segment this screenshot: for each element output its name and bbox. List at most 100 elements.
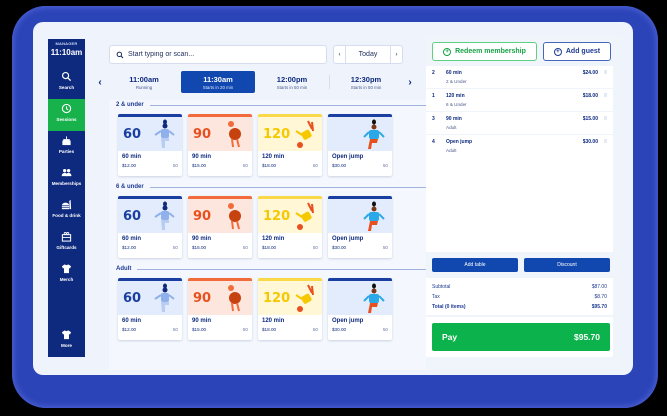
session-list: 2 & under 60 60 min $12.00 50 90 90 min … — [109, 100, 431, 370]
session-card[interactable]: 60 60 min $12.00 50 — [118, 196, 182, 258]
card-banner: 120 — [258, 114, 322, 151]
session-card[interactable]: 90 90 min $15.00 50 — [188, 196, 252, 258]
session-name: Open jump — [332, 318, 364, 324]
duration-badge: 60 — [123, 290, 142, 306]
session-price: $30.00 — [332, 245, 347, 250]
group-title: Adult — [116, 264, 431, 274]
session-capacity: 50 — [382, 327, 388, 332]
shirt-icon — [61, 264, 72, 274]
duration-badge: 120 — [263, 290, 291, 306]
remove-item-icon[interactable] — [604, 70, 607, 74]
session-capacity: 50 — [312, 245, 318, 250]
session-card[interactable]: Open jump $30.00 50 — [328, 114, 392, 176]
item-price: $18.00 — [582, 93, 598, 99]
session-name: Open jump — [332, 236, 364, 242]
time-slot-bar: ‹ 11:00am Running 11:30am Starts in 20 m… — [93, 70, 421, 94]
session-card[interactable]: 90 90 min $15.00 50 — [188, 278, 252, 340]
prev-slots-arrow-icon[interactable]: ‹ — [98, 76, 102, 88]
sidebar-item-memberships[interactable]: Memberships — [48, 163, 85, 195]
item-quantity: 4 — [432, 139, 435, 145]
card-banner: 60 — [118, 114, 182, 151]
session-name: 120 min — [262, 318, 285, 324]
duration-badge: 60 — [123, 208, 142, 224]
session-capacity: 50 — [242, 245, 248, 250]
item-quantity: 3 — [432, 116, 435, 122]
session-card[interactable]: 60 60 min $12.00 50 — [118, 278, 182, 340]
divider — [137, 268, 427, 270]
subtotal-label: Subtotal — [432, 284, 451, 290]
time-slot-1130[interactable]: 11:30am Starts in 20 min — [181, 71, 255, 93]
divider — [149, 186, 427, 188]
session-card[interactable]: 120 120 min $18.00 50 — [258, 196, 322, 258]
search-input[interactable] — [128, 51, 326, 58]
clock-icon — [61, 103, 72, 114]
discount-button[interactable]: Discount — [524, 258, 610, 272]
session-card[interactable]: 120 120 min $18.00 50 — [258, 114, 322, 176]
sidebar-item-merch[interactable]: Merch — [48, 259, 85, 291]
remove-item-icon[interactable] — [604, 139, 607, 143]
time-slot-1230[interactable]: 12:30pm Starts in 50 min — [329, 71, 403, 93]
session-card[interactable]: 90 90 min $15.00 50 — [188, 114, 252, 176]
jumper-illustration-icon — [295, 284, 314, 312]
slot-time: 11:30am — [203, 74, 233, 84]
card-banner: 120 — [258, 196, 322, 233]
session-name: 120 min — [262, 154, 285, 160]
slot-time: 11:00am — [129, 74, 159, 84]
next-day-button[interactable]: › — [395, 51, 398, 58]
sidebar-item-sessions[interactable]: Sessions — [48, 99, 85, 131]
jumper-illustration-icon — [154, 119, 175, 148]
plus-circle-icon: + — [553, 47, 562, 56]
add-guest-button[interactable]: + Add guest — [543, 42, 611, 61]
pay-button[interactable]: Pay $95.70 — [432, 323, 610, 351]
session-card[interactable]: Open jump $30.00 50 — [328, 196, 392, 258]
session-capacity: 50 — [382, 245, 388, 250]
session-name: 90 min — [192, 154, 212, 160]
sidebar-item-giftcards[interactable]: Giftcards — [48, 227, 85, 259]
card-banner — [328, 196, 392, 233]
time-slot-1200[interactable]: 12:00pm Starts in 50 min — [255, 71, 329, 93]
cart-item[interactable]: 1 120 min 6 & Under $18.00 — [426, 89, 613, 111]
today-button[interactable]: Today — [345, 46, 391, 63]
item-name: Open jump — [446, 139, 473, 145]
redeem-membership-button[interactable]: + Redeem membership — [432, 42, 537, 61]
cart-item[interactable]: 2 60 min 2 & Under $24.00 — [426, 66, 613, 88]
session-card-row: 60 60 min $12.00 50 90 90 min $15.00 50 — [118, 278, 431, 340]
card-banner: 60 — [118, 278, 182, 315]
next-slots-arrow-icon[interactable]: › — [408, 76, 412, 88]
slot-status: Starts in 50 min — [276, 84, 308, 90]
sidebar-item-parties[interactable]: Parties — [48, 131, 85, 163]
item-group: 6 & Under — [446, 102, 467, 107]
sidebar-item-label: Food & drink — [52, 213, 81, 218]
session-card[interactable]: 60 60 min $12.00 50 — [118, 114, 182, 176]
remove-item-icon[interactable] — [604, 93, 607, 97]
card-banner: 90 — [188, 278, 252, 315]
session-name: 60 min — [122, 318, 142, 324]
food-icon — [61, 199, 72, 210]
session-price: $15.00 — [192, 245, 207, 250]
pos-screen: MANAGER 11:10am Search Sessions Parties … — [33, 22, 633, 375]
sidebar-item-more[interactable]: More — [48, 325, 85, 357]
sidebar-item-food-drink[interactable]: Food & drink — [48, 195, 85, 227]
duration-badge: 60 — [123, 126, 142, 142]
item-group: Adult — [446, 148, 457, 153]
jumper-illustration-icon — [363, 201, 385, 231]
session-card[interactable]: Open jump $30.00 50 — [328, 278, 392, 340]
item-group: Adult — [446, 125, 457, 130]
tax-value: $8.70 — [594, 294, 607, 300]
remove-item-icon[interactable] — [604, 116, 607, 120]
duration-badge: 90 — [193, 290, 212, 306]
session-card[interactable]: 120 120 min $18.00 50 — [258, 278, 322, 340]
jumper-illustration-icon — [228, 285, 241, 312]
prev-day-button[interactable]: ‹ — [338, 51, 341, 58]
sidebar-item-search[interactable]: Search — [48, 67, 85, 99]
jumper-illustration-icon — [228, 203, 241, 230]
session-card-row: 60 60 min $12.00 50 90 90 min $15.00 50 — [118, 114, 431, 176]
time-slot-1100[interactable]: 11:00am Running — [107, 71, 181, 93]
sidebar-item-label: Memberships — [51, 181, 82, 186]
divider — [149, 104, 427, 106]
session-name: 60 min — [122, 154, 142, 160]
cart-item[interactable]: 3 90 min Adult $15.00 — [426, 112, 613, 134]
add-table-button[interactable]: Add table — [432, 258, 518, 272]
search-bar[interactable] — [109, 45, 327, 64]
cart-item[interactable]: 4 Open jump Adult $30.00 — [426, 135, 613, 157]
